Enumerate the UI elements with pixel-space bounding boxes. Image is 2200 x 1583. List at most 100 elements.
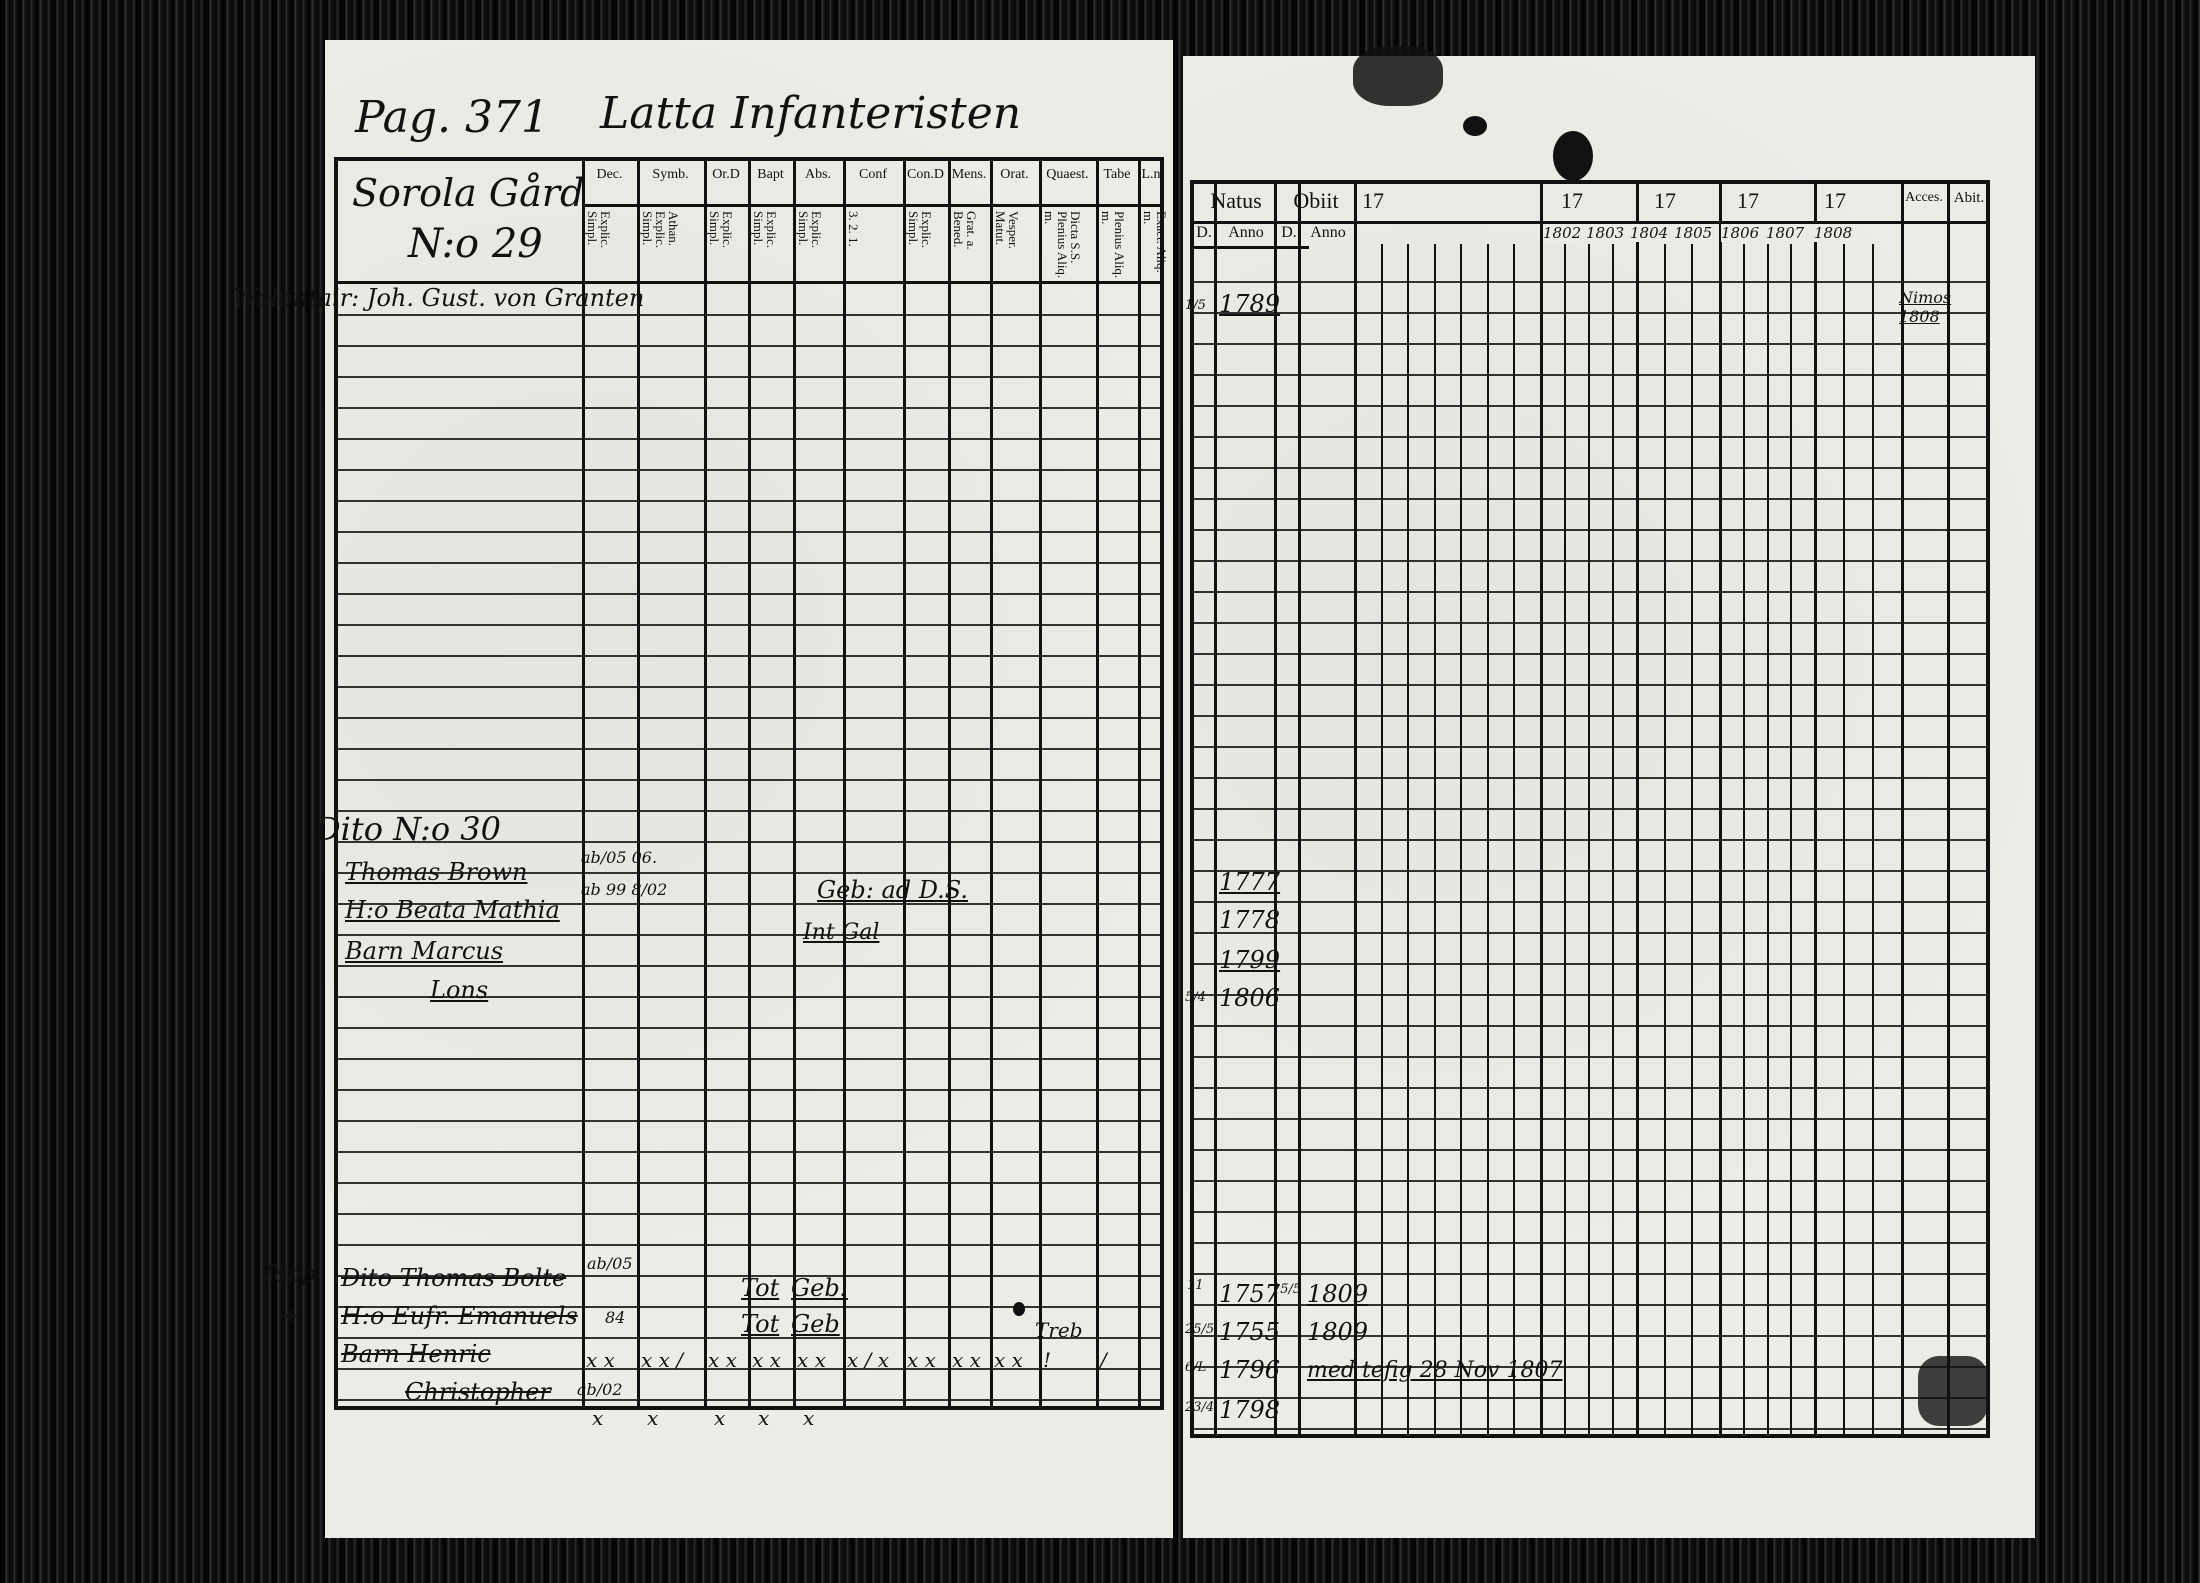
- subheader-rule: [1194, 246, 1309, 249]
- year-label: 1805: [1674, 224, 1713, 242]
- ink-stain: [1463, 116, 1487, 136]
- column-rule: [1298, 184, 1301, 1434]
- header-year-group-6: 17: [1824, 188, 1846, 213]
- natus-day-bolte: 11: [1187, 1278, 1204, 1293]
- row-rules: [1194, 252, 1986, 1434]
- natus-day-volontair: 1/5: [1185, 298, 1206, 313]
- right-register-table: Natus Obiit D. Anno D. Anno 17 17 17 17 …: [1190, 180, 1990, 1438]
- column-rule: [1814, 184, 1817, 1434]
- year-subrule: [1843, 244, 1845, 1434]
- year-subrule: [1564, 244, 1566, 1434]
- column-header: Con.D: [907, 167, 944, 182]
- farm-number: N:o 29: [408, 221, 543, 267]
- natus-year-beata: 1778: [1219, 906, 1281, 934]
- natus-year-volontair: 1789: [1219, 290, 1281, 318]
- entry-eufr: H:o Eufr. Emanuels: [341, 1302, 578, 1330]
- ink-stain: [1353, 46, 1443, 106]
- year-subrule: [1381, 244, 1383, 1434]
- column-rule: [1274, 184, 1277, 1434]
- column-subheader: Vesper. Matut.: [993, 211, 1021, 249]
- column-subheader: Grat. a. Bened.: [951, 211, 979, 250]
- header-divider: [582, 204, 1160, 207]
- year-label: 1806: [1721, 224, 1760, 242]
- column-subheader: Explic. Simpl.: [796, 211, 824, 249]
- header-obiit: Obiit: [1293, 188, 1339, 213]
- mark: x / x: [847, 1348, 890, 1372]
- natus-day-eufr: 25/5: [1185, 1322, 1215, 1337]
- header-obiit-anno: Anno: [1310, 224, 1346, 241]
- year-subrule: [1872, 244, 1874, 1434]
- note-eufr: 84: [605, 1308, 626, 1327]
- column-subheader: Explic. Simpl.: [906, 211, 934, 249]
- year-subrule: [1588, 244, 1590, 1434]
- entry-dito-bolte: Dito Thomas Bolte: [341, 1264, 567, 1292]
- mark: x x: [797, 1348, 826, 1372]
- year-subrule: [1743, 244, 1745, 1434]
- column-rule: [793, 161, 796, 1406]
- note-geb-ad: Geb: ad D.S.: [817, 876, 968, 904]
- entry-thomas-brown: Thomas Brown: [345, 858, 528, 886]
- entry-volontair: Wolontair: Joh. Gust. von Granten: [233, 284, 645, 312]
- mark: x x: [752, 1348, 781, 1372]
- column-header: Conf: [859, 167, 887, 182]
- column-header: Bapt: [757, 167, 784, 182]
- note-beata: ab 99 8/02: [581, 880, 668, 899]
- column-subheader: Explic. Simpl.: [707, 211, 735, 249]
- mark: x x: [708, 1348, 737, 1372]
- column-rule: [582, 161, 585, 1406]
- left-register-table: Dec. Explic. Simpl. Symb. Athan. Explic. Si…: [334, 157, 1169, 1410]
- note-tot-1: Tot: [741, 1274, 780, 1302]
- column-subheader: Explic. Simpl.: [585, 211, 613, 249]
- acces-note: Nimos 1808: [1899, 288, 1952, 326]
- year-label: 1803: [1586, 224, 1625, 242]
- left-page: Pag. 371 Latta Infanteristen Dec. Explic.…: [233, 40, 1173, 1538]
- natus-year-marcus: 1799: [1219, 946, 1281, 974]
- year-label: 1802: [1543, 224, 1582, 242]
- header-acces: Acces.: [1905, 190, 1943, 205]
- year-subrule: [1767, 244, 1769, 1434]
- mark: x: [647, 1406, 659, 1430]
- mark: x x: [907, 1348, 936, 1372]
- column-subheader: Athan. Explic. Simpl.: [640, 211, 681, 249]
- year-subrule: [1407, 244, 1409, 1434]
- mark: x x: [952, 1348, 981, 1372]
- year-subrule: [1487, 244, 1489, 1434]
- entry-christopher: Christopher: [405, 1378, 551, 1406]
- column-header: Symb.: [652, 167, 689, 182]
- column-subheader: Dicta S.S. Plenius Aliq. m.: [1042, 211, 1083, 279]
- register-title: Latta Infanteristen: [600, 88, 1022, 139]
- column-subheader: 3. 2. 1.: [846, 211, 861, 247]
- ink-stain: [1918, 1356, 1988, 1426]
- column-rule: [1540, 184, 1543, 1434]
- note-henric: med tefig 28 Nov 1807: [1307, 1358, 1563, 1383]
- natus-year-christopher: 1798: [1219, 1396, 1281, 1424]
- column-rule: [1901, 184, 1904, 1434]
- obiit-day-bolte: 15/5: [1272, 1282, 1302, 1297]
- year-subrule: [1460, 244, 1462, 1434]
- column-rule: [1214, 184, 1217, 1434]
- mark: /: [1100, 1348, 1107, 1372]
- mark: x: [592, 1406, 604, 1430]
- header-year-group-4: 17: [1654, 188, 1676, 213]
- header-year-group-3: 17: [1561, 188, 1583, 213]
- mark: x x: [994, 1348, 1023, 1372]
- year-subrule: [1790, 244, 1792, 1434]
- header-year-group-1: 17: [1362, 188, 1384, 213]
- column-rule: [637, 161, 640, 1406]
- right-page: Natus Obiit D. Anno D. Anno 17 17 17 17 …: [1183, 46, 2035, 1538]
- mark: !: [1043, 1348, 1052, 1372]
- natus-year-eufr: 1755: [1219, 1318, 1281, 1346]
- header-abit: Abit.: [1953, 190, 1985, 206]
- column-rule: [1719, 184, 1722, 1434]
- column-subheader: Plenius Aliq. m.: [1099, 211, 1127, 279]
- entry-barn-marcus: Barn Marcus: [345, 937, 504, 965]
- column-rule: [1636, 184, 1639, 1434]
- note-bolte: ab/05: [587, 1254, 633, 1273]
- natus-day-henric: 6/L: [1185, 1360, 1207, 1375]
- year-subrule: [1612, 244, 1614, 1434]
- column-rule: [1138, 161, 1141, 1406]
- page-number: Pag. 371: [355, 92, 549, 143]
- column-header: Tabe: [1103, 167, 1131, 182]
- header-obiit-d: D.: [1281, 224, 1297, 241]
- natus-year-henric: 1796: [1219, 1356, 1281, 1384]
